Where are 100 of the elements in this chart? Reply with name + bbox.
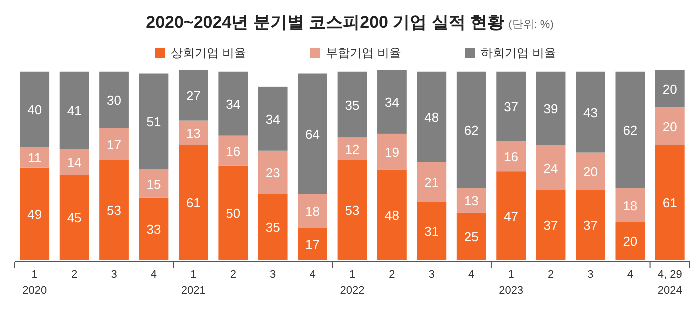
bar — [60, 149, 90, 176]
data-label: 27 — [186, 88, 201, 104]
data-label: 35 — [345, 98, 360, 113]
data-label: 20 — [662, 82, 678, 97]
bar — [655, 108, 685, 146]
bar — [60, 175, 90, 260]
data-label: 37 — [504, 100, 519, 115]
data-label: 35 — [266, 220, 280, 236]
data-label: 12 — [345, 142, 360, 158]
bar — [616, 188, 646, 222]
data-label: 15 — [146, 176, 162, 192]
text: 2023 — [499, 285, 524, 297]
bar — [496, 72, 526, 142]
data-label: 37 — [584, 218, 598, 234]
data-label: 19 — [384, 144, 400, 160]
data-label: 16 — [226, 144, 241, 159]
data-label: 51 — [146, 114, 162, 130]
bar — [616, 222, 646, 260]
data-label: 20 — [623, 234, 638, 250]
x-tick-label: 3 — [428, 269, 435, 281]
legend-label: 부합기업 비율 — [326, 46, 402, 60]
data-label: 17 — [306, 237, 320, 252]
bar — [20, 72, 50, 148]
bar — [496, 141, 526, 172]
data-label: 34 — [266, 112, 280, 127]
data-label: 62 — [623, 123, 638, 138]
data-label: 53 — [345, 203, 360, 218]
x-tick-label: 2 — [230, 269, 236, 281]
bar — [178, 70, 208, 121]
bar — [378, 70, 407, 134]
data-label: 40 — [28, 102, 42, 118]
bar — [178, 145, 208, 260]
x-tick-label: 3 — [588, 269, 594, 281]
bar — [576, 152, 606, 190]
chart-subtitle: (단위: %) — [508, 19, 554, 31]
data-label: 17 — [107, 137, 122, 152]
bar — [338, 72, 368, 138]
x-tick-label: 1 — [32, 269, 38, 281]
x-tick-label: 4 — [150, 269, 158, 281]
x-tick-label: 2 — [71, 269, 78, 281]
bar — [496, 172, 526, 260]
data-label: 61 — [662, 196, 678, 211]
legend-label: 상회기업 비율 — [171, 46, 246, 60]
data-label: 49 — [28, 206, 42, 222]
data-label: 20 — [662, 119, 678, 134]
bar — [139, 198, 169, 260]
bar — [258, 194, 288, 260]
bar — [100, 128, 129, 160]
x-tick-label: 4 — [627, 269, 634, 281]
x-tick-label: 2 — [548, 269, 554, 281]
bar — [456, 72, 486, 189]
bar — [298, 74, 328, 194]
bar — [456, 188, 486, 213]
bar — [338, 160, 368, 260]
bar — [378, 134, 407, 170]
data-label: 43 — [584, 105, 598, 120]
data-label: 34 — [226, 96, 241, 112]
data-label: 13 — [464, 194, 479, 209]
bar — [218, 136, 248, 166]
data-label: 21 — [424, 174, 440, 190]
data-label: 24 — [544, 160, 558, 176]
data-label: 31 — [424, 224, 440, 239]
bar — [20, 147, 50, 168]
data-label: 39 — [544, 102, 558, 117]
data-label: 13 — [186, 126, 201, 142]
data-label: 47 — [504, 208, 519, 224]
bar — [536, 72, 566, 146]
bar — [616, 72, 646, 189]
bar — [576, 190, 606, 260]
bar — [456, 212, 486, 260]
bar — [298, 194, 328, 228]
bar — [218, 166, 248, 260]
bar — [417, 202, 447, 260]
bar — [536, 190, 566, 260]
bar — [417, 72, 447, 162]
bar — [298, 228, 328, 260]
data-label: 45 — [67, 210, 82, 226]
data-label: 50 — [226, 206, 241, 221]
data-label: 41 — [67, 103, 82, 118]
x-tick-label: 4, 29 — [658, 269, 682, 281]
data-label: 18 — [306, 204, 320, 220]
bar — [417, 162, 447, 202]
legend-label: 하회기업 비율 — [481, 46, 556, 60]
bar — [655, 70, 685, 108]
x-tick-label: 1 — [190, 269, 197, 281]
bar — [378, 170, 407, 260]
data-label: 61 — [186, 196, 201, 211]
data-label: 34 — [384, 94, 400, 110]
data-label: 11 — [28, 150, 42, 166]
bar — [139, 170, 169, 198]
data-label: 14 — [67, 155, 82, 170]
text: 2022 — [340, 285, 365, 297]
data-label: 30 — [107, 93, 122, 108]
text: 2020 — [22, 285, 48, 297]
bar — [100, 160, 129, 260]
bar — [655, 145, 685, 260]
bar — [338, 138, 368, 160]
data-label: 37 — [544, 218, 558, 234]
data-label: 64 — [306, 126, 320, 142]
data-label: 62 — [464, 123, 479, 138]
